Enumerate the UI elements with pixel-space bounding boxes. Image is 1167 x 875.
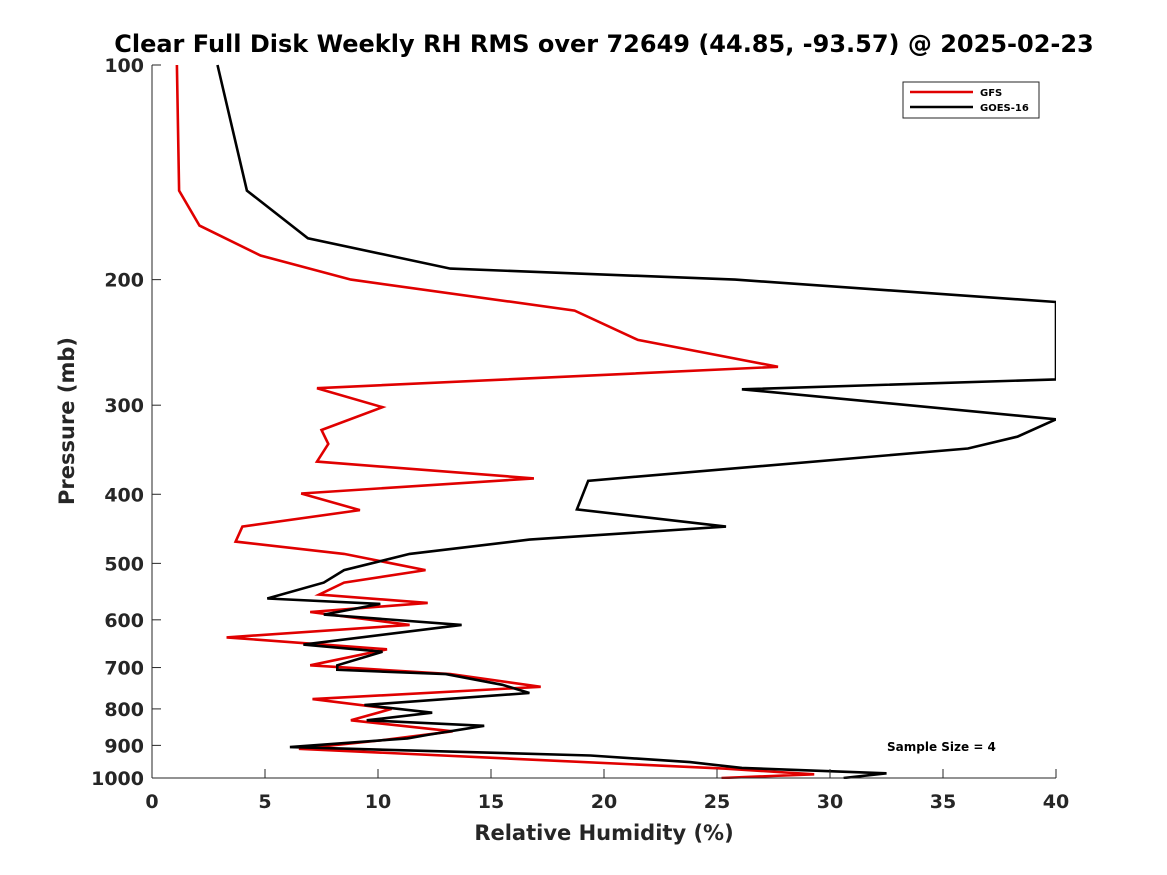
legend: GFS GOES-16 bbox=[902, 81, 1040, 119]
y-tick-label: 900 bbox=[104, 735, 144, 757]
axes: 0 5 10 15 20 25 30 35 40 100 200 300 400 500 600 700 800… bbox=[91, 55, 1069, 813]
x-tick-label: 25 bbox=[704, 791, 730, 813]
plot-area bbox=[175, 64, 1056, 779]
x-tick-label: 40 bbox=[1043, 791, 1069, 813]
y-axis-label: Pressure (mb) bbox=[55, 337, 79, 505]
x-tick-label: 5 bbox=[258, 791, 271, 813]
x-tick-label: 30 bbox=[817, 791, 843, 813]
y-tick-label: 1000 bbox=[91, 768, 144, 790]
x-tick-label: 0 bbox=[145, 791, 158, 813]
legend-label-goes-16: GOES-16 bbox=[980, 103, 1029, 114]
legend-box bbox=[902, 81, 1040, 119]
y-tick-label: 600 bbox=[104, 610, 144, 632]
y-tick-label: 800 bbox=[104, 699, 144, 721]
x-tick-label: 20 bbox=[591, 791, 617, 813]
y-tick-label: 100 bbox=[104, 55, 144, 77]
legend-label-gfs: GFS bbox=[980, 88, 1002, 99]
y-tick-label: 200 bbox=[104, 270, 144, 292]
y-tick-label: 300 bbox=[104, 395, 144, 417]
y-tick-label: 400 bbox=[104, 484, 144, 506]
x-tick-label: 35 bbox=[930, 791, 956, 813]
x-tick-label: 10 bbox=[365, 791, 391, 813]
series-line-gfs bbox=[175, 64, 815, 779]
y-tick-label: 500 bbox=[104, 553, 144, 575]
x-axis-label: Relative Humidity (%) bbox=[474, 821, 733, 845]
y-tick-label: 700 bbox=[104, 658, 144, 680]
x-tick-label: 15 bbox=[478, 791, 504, 813]
sample-size-annotation: Sample Size = 4 bbox=[887, 740, 996, 754]
chart-title: Clear Full Disk Weekly RH RMS over 72649… bbox=[114, 30, 1094, 58]
series-line-goes-16 bbox=[216, 64, 1056, 779]
